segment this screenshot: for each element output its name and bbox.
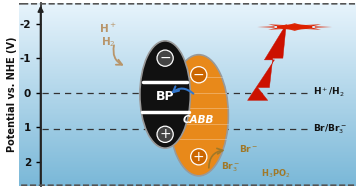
Polygon shape (247, 24, 286, 100)
Ellipse shape (140, 41, 190, 148)
Circle shape (277, 25, 312, 29)
Polygon shape (288, 23, 301, 25)
Text: BP: BP (156, 90, 174, 103)
Text: Br$^-$: Br$^-$ (239, 143, 258, 154)
Text: CABB: CABB (183, 115, 214, 125)
Text: +: + (159, 127, 171, 141)
Polygon shape (268, 28, 285, 30)
Text: +: + (193, 150, 204, 164)
Text: −: − (193, 68, 204, 82)
Polygon shape (288, 29, 301, 31)
Ellipse shape (169, 55, 228, 176)
Polygon shape (268, 24, 285, 26)
Text: −: − (159, 51, 171, 65)
Text: H$_2$: H$_2$ (101, 36, 115, 50)
Text: H$_3$PO$_2$: H$_3$PO$_2$ (261, 168, 291, 180)
Text: H$^+$: H$^+$ (99, 22, 117, 35)
Text: Br/Br$_3^-$: Br/Br$_3^-$ (313, 122, 347, 136)
Text: H$^+$/H$_2$: H$^+$/H$_2$ (313, 86, 345, 99)
Polygon shape (315, 26, 332, 28)
Y-axis label: Potential vs. NHE (V): Potential vs. NHE (V) (6, 37, 16, 152)
Polygon shape (257, 26, 275, 28)
Polygon shape (304, 28, 321, 30)
Text: Br$_3^-$: Br$_3^-$ (221, 160, 240, 174)
Polygon shape (304, 24, 321, 26)
